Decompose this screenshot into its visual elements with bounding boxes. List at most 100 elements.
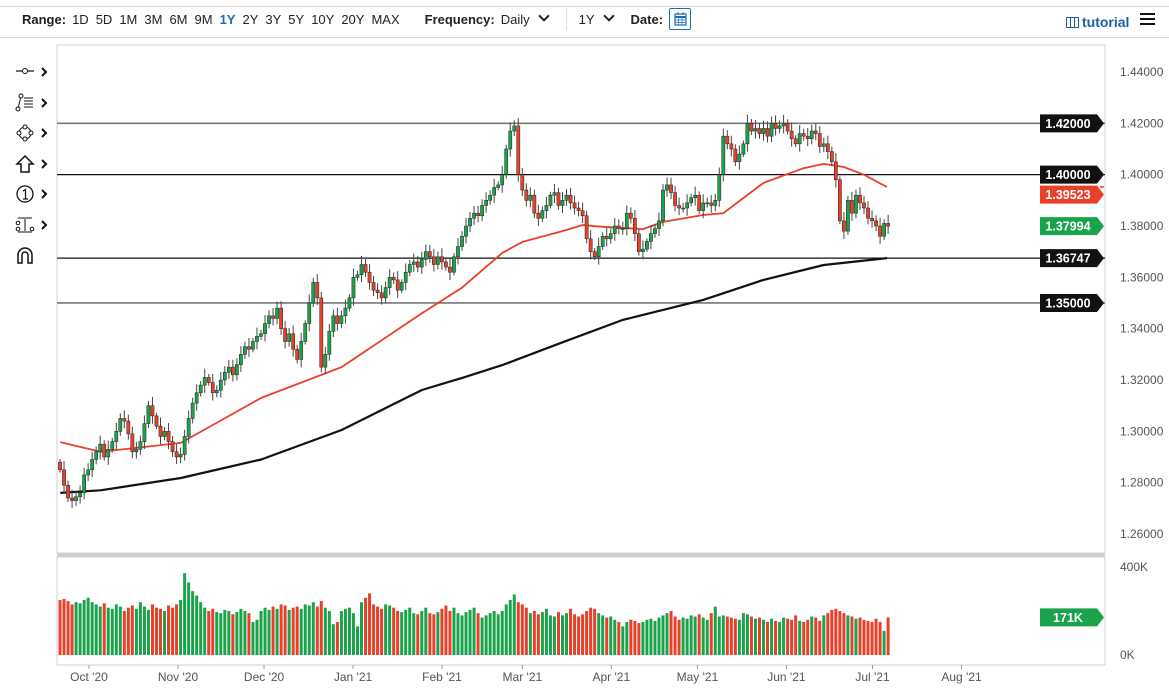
volume-bar (299, 608, 303, 655)
volume-tick-label: 0K (1120, 648, 1135, 662)
range-1y[interactable]: 1Y (219, 11, 236, 27)
tutorial-link[interactable]: tutorial (1066, 14, 1129, 30)
chevron-right-icon[interactable] (40, 62, 50, 82)
calendar-button[interactable] (669, 8, 692, 30)
candle (850, 200, 854, 214)
volume-bar (613, 619, 617, 655)
candle (548, 194, 553, 206)
chevron-right-icon[interactable] (40, 215, 50, 235)
volume-bar (400, 612, 404, 655)
volume-bar (428, 613, 432, 655)
y-tick-label: 1.40000 (1120, 168, 1164, 182)
tool-fibonacci-tool[interactable] (14, 88, 54, 119)
volume-bar (102, 603, 106, 655)
volume-bar (814, 617, 818, 655)
candle (737, 153, 742, 163)
candle (701, 202, 706, 211)
range-3m[interactable]: 3M (144, 11, 163, 27)
range-6m[interactable]: 6M (169, 11, 188, 27)
volume-bar (319, 601, 323, 655)
volume-bar (106, 607, 110, 655)
volume-bar (609, 616, 613, 655)
volume-bar (745, 614, 749, 655)
volume-bar (195, 595, 199, 655)
tool-shape-tool[interactable] (14, 118, 54, 149)
volume-bar (625, 622, 629, 655)
candle (247, 346, 251, 350)
y-tick-label: 1.32000 (1120, 373, 1164, 387)
candle (496, 184, 501, 188)
range-5d[interactable]: 5D (95, 11, 113, 27)
range-1m[interactable]: 1M (119, 11, 138, 27)
volume-bar (187, 582, 191, 655)
candle (874, 220, 878, 227)
tool-line-tool[interactable] (14, 57, 54, 88)
candle (628, 212, 633, 219)
tool-annotation-number[interactable] (14, 179, 54, 210)
volume-bar (267, 609, 271, 655)
period-value[interactable]: 1Y (578, 11, 595, 27)
volume-bar (504, 604, 508, 655)
range-10y[interactable]: 10Y (311, 11, 335, 27)
volume-bar (480, 617, 484, 655)
candle (82, 474, 86, 494)
chevron-right-icon[interactable] (40, 154, 50, 174)
frequency-value[interactable]: Daily (500, 11, 530, 27)
range-5y[interactable]: 5Y (288, 11, 305, 27)
volume-bar (516, 602, 520, 655)
x-tick-label: Feb '21 (422, 670, 462, 684)
range-3y[interactable]: 3Y (265, 11, 282, 27)
tool-arrow-tool[interactable] (14, 149, 54, 180)
period-selector[interactable]: 1Y (578, 10, 615, 27)
candle (299, 341, 304, 360)
volume-bar (183, 573, 187, 655)
volume-bar (364, 597, 368, 655)
volume-bar (806, 619, 810, 655)
range-9m[interactable]: 9M (194, 11, 213, 27)
volume-bar (862, 619, 866, 655)
candle (620, 228, 625, 230)
candle (745, 123, 750, 145)
candle (721, 135, 726, 175)
volume-bar (693, 616, 697, 655)
volume-bar (581, 614, 585, 655)
volume-bar (70, 604, 74, 655)
range-max[interactable]: MAX (371, 11, 400, 27)
candle (813, 130, 818, 134)
volume-bar (456, 613, 460, 655)
volume-bar (762, 619, 765, 655)
moving-average-fast-line (60, 162, 888, 453)
volume-bar (673, 616, 677, 655)
range-2y[interactable]: 2Y (242, 11, 259, 27)
candle (355, 274, 360, 278)
price-tag-bg (1040, 217, 1104, 236)
candle (500, 174, 505, 186)
candle (540, 210, 545, 219)
hamburger-menu-icon[interactable] (1140, 13, 1155, 28)
volume-bar (798, 620, 802, 655)
tool-magnet[interactable] (14, 240, 54, 271)
level-price-tag: 1.36747 (1045, 252, 1090, 266)
candle (331, 315, 336, 332)
volume-bar (725, 616, 729, 655)
candle (846, 200, 850, 232)
candle (162, 431, 167, 437)
candle (335, 315, 340, 324)
volume-bar (351, 613, 355, 655)
volume-bar (850, 616, 854, 655)
chevron-right-icon[interactable] (40, 123, 50, 143)
volume-bar (388, 605, 392, 655)
candle (190, 402, 195, 419)
volume-tag: 171K (1053, 611, 1083, 625)
range-1d[interactable]: 1D (72, 11, 89, 27)
volume-bar (315, 606, 319, 655)
tool-measure-tool[interactable] (14, 210, 54, 241)
chevron-right-icon[interactable] (40, 184, 50, 204)
frequency-selector[interactable]: Frequency: Daily (425, 10, 550, 27)
range-20y[interactable]: 20Y (341, 11, 365, 27)
volume-bar (854, 618, 858, 655)
chevron-right-icon[interactable] (40, 93, 50, 113)
candle (713, 200, 718, 206)
candle (681, 207, 685, 210)
